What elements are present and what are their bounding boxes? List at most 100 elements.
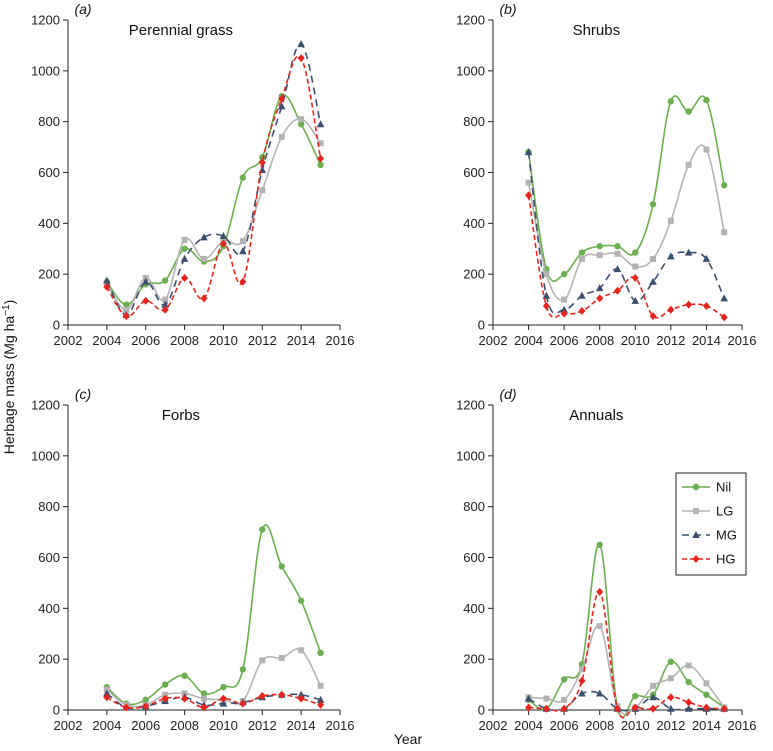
data-point-nil	[721, 182, 728, 189]
x-tick-label: 2014	[692, 718, 721, 733]
x-tick-label: 2010	[209, 333, 238, 348]
data-point-lg	[543, 271, 550, 278]
data-point-hg	[122, 703, 130, 712]
y-tick-label: 600	[38, 165, 60, 180]
x-tick-label: 2004	[514, 718, 543, 733]
x-tick-label: 2016	[728, 333, 757, 348]
y-tick-label: 0	[478, 703, 485, 718]
data-point-lg	[578, 255, 585, 262]
series-line-lg	[527, 144, 725, 301]
data-point-mg	[667, 252, 675, 260]
data-point-lg	[614, 250, 621, 257]
data-point-nil	[181, 245, 188, 252]
data-point-nil	[142, 696, 149, 704]
data-point-nil	[317, 649, 324, 657]
series-line-hg	[106, 55, 322, 318]
y-tick-label: 1000	[31, 63, 60, 78]
data-point-mg	[720, 294, 729, 302]
data-point-nil	[278, 563, 285, 570]
legend-marker-hg	[692, 555, 700, 563]
data-point-hg	[297, 694, 305, 703]
data-point-lg	[703, 680, 710, 687]
data-point-lg	[298, 647, 305, 654]
data-point-mg	[560, 305, 568, 313]
chart-panel-c: 0 200 400 600 800 1000 1200 2002 2004 2006 2008 201…	[31, 386, 354, 733]
data-point-nil	[200, 690, 208, 697]
data-point-hg	[103, 282, 111, 291]
data-point-hg	[278, 94, 286, 103]
data-point-hg	[103, 693, 111, 702]
legend-label-mg: MG	[716, 528, 737, 543]
series-line-nil	[106, 524, 322, 706]
data-point-mg	[684, 248, 693, 256]
x-tick-label: 2014	[287, 718, 316, 733]
data-point-hg	[219, 239, 227, 248]
x-tick-label: 2006	[131, 333, 160, 348]
data-point-hg	[578, 676, 586, 685]
data-point-nil	[297, 121, 305, 128]
data-point-lg	[239, 238, 246, 245]
panel-title: Forbs	[162, 407, 200, 424]
y-tick-label: 800	[463, 499, 485, 514]
data-point-hg	[317, 154, 325, 163]
data-point-hg	[596, 294, 604, 303]
data-point-mg	[667, 704, 675, 712]
data-point-mg	[219, 232, 228, 240]
data-point-lg	[667, 217, 674, 224]
panel-label: (d)	[499, 386, 516, 402]
x-tick-label: 2016	[326, 718, 355, 733]
legend-label-lg: LG	[716, 504, 733, 519]
data-point-hg	[702, 703, 710, 712]
y-tick-label: 600	[463, 550, 485, 565]
panel-label: (a)	[74, 1, 91, 17]
x-tick-label: 2012	[248, 333, 277, 348]
data-point-lg	[561, 696, 568, 703]
x-tick-label: 2012	[656, 333, 685, 348]
x-tick-label: 2002	[479, 718, 508, 733]
panel-label: (c)	[75, 386, 91, 402]
data-point-lg	[561, 296, 568, 303]
series-line-hg	[527, 195, 725, 319]
x-tick-label: 2006	[550, 718, 579, 733]
data-point-lg	[632, 263, 639, 270]
data-point-hg	[631, 703, 639, 712]
data-point-hg	[667, 693, 675, 702]
data-point-nil	[685, 678, 692, 686]
chart-panel-b: 0 200 400 600 800 1000 1200 2002 2004 2006 2008 201…	[456, 1, 756, 348]
data-point-mg	[613, 265, 622, 273]
data-point-lg	[298, 116, 305, 123]
series-line-lg	[528, 624, 725, 715]
x-tick-label: 2008	[170, 718, 199, 733]
data-point-lg	[650, 255, 657, 262]
data-point-hg	[239, 699, 247, 708]
legend-box	[675, 472, 747, 576]
data-point-nil	[560, 676, 568, 683]
data-point-nil	[703, 691, 710, 698]
data-point-nil	[614, 243, 621, 250]
panel-title: Perennial grass	[129, 22, 233, 39]
data-point-mg	[649, 277, 657, 285]
data-point-hg	[317, 700, 325, 709]
data-point-hg	[258, 692, 266, 701]
data-point-hg	[631, 273, 639, 282]
series-line-mg	[106, 43, 322, 316]
data-point-hg	[297, 54, 305, 63]
data-point-mg	[297, 690, 305, 698]
data-point-hg	[702, 301, 710, 310]
chart-panel-d: 0 200 400 600 800 1000 1200 2002 2004 2006 2008 201…	[456, 386, 756, 733]
data-point-mg	[649, 693, 657, 701]
y-tick-label: 400	[38, 601, 60, 616]
data-point-hg	[161, 694, 169, 703]
data-point-lg	[685, 662, 692, 669]
x-tick-label: 2014	[287, 333, 316, 348]
y-tick-label: 400	[38, 216, 60, 231]
chart-panel-a: 0 200 400 600 800 1000 1200 2002 2004 2006 2008 201…	[31, 1, 354, 348]
data-point-mg	[103, 276, 111, 284]
series-line-nil	[527, 95, 725, 282]
data-point-nil	[632, 249, 639, 256]
y-tick-label: 400	[463, 601, 485, 616]
y-tick-label: 1200	[31, 398, 60, 413]
y-tick-label: 0	[53, 318, 60, 333]
panel-title: Shrubs	[573, 22, 621, 39]
panel-title: Annuals	[569, 407, 623, 424]
